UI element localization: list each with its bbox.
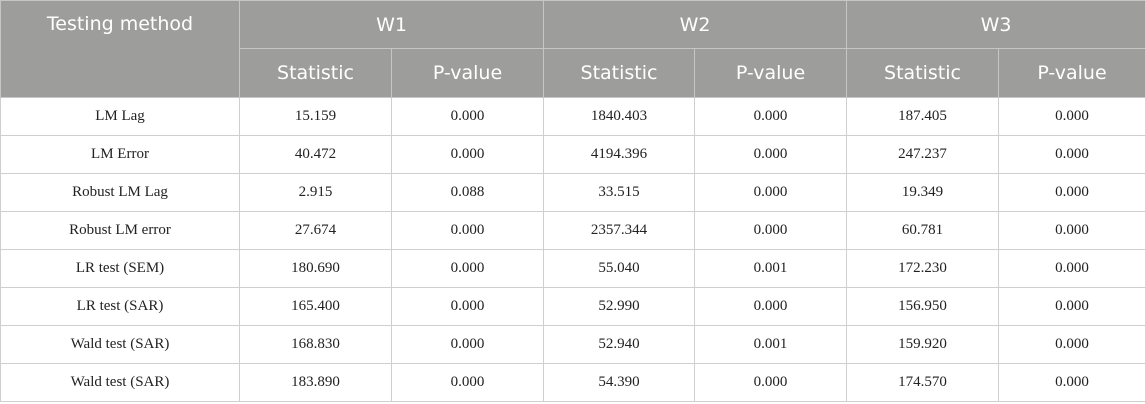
header-p-value: P-value [391, 48, 544, 98]
w1-statistic-cell: 183.890 [239, 363, 392, 402]
table-row: Robust LM Lag 2.915 0.088 33.515 0.000 19.349… [0, 173, 1145, 212]
w1-p-value-cell: 0.000 [391, 287, 544, 326]
w2-statistic-cell: 2357.344 [543, 211, 695, 250]
table-row: LM Error 40.472 0.000 4194.396 0.000 247.237 0… [0, 135, 1145, 174]
header-group-w1: W1 [239, 0, 544, 49]
w3-statistic-cell: 19.349 [846, 173, 999, 212]
w3-statistic-cell: 159.920 [846, 325, 999, 364]
w1-statistic-cell: 2.915 [239, 173, 392, 212]
w3-statistic-cell: 247.237 [846, 135, 999, 174]
w1-statistic-cell: 180.690 [239, 249, 392, 288]
table-row: Wald test (SAR) 168.830 0.000 52.940 0.001 15… [0, 325, 1145, 364]
table-row: Wald test (SAR) 183.890 0.000 54.390 0.000 17… [0, 363, 1145, 402]
w2-statistic-cell: 52.940 [543, 325, 695, 364]
w1-p-value-cell: 0.000 [391, 135, 544, 174]
table-body: LM Lag 15.159 0.000 1840.403 0.000 187.405 0.0… [0, 97, 1145, 402]
w3-p-value-cell: 0.000 [998, 287, 1145, 326]
w2-statistic-cell: 55.040 [543, 249, 695, 288]
w1-p-value-cell: 0.000 [391, 97, 544, 136]
testing-method-cell: LM Lag [0, 97, 240, 136]
w2-statistic-cell: 33.515 [543, 173, 695, 212]
w1-statistic-cell: 15.159 [239, 97, 392, 136]
w1-p-value-cell: 0.000 [391, 211, 544, 250]
header-testing-method: Testing method [0, 0, 240, 98]
table-row: Robust LM error 27.674 0.000 2357.344 0.000 6… [0, 211, 1145, 250]
table-row: LM Lag 15.159 0.000 1840.403 0.000 187.405 0.0… [0, 97, 1145, 136]
header-p-value: P-value [694, 48, 847, 98]
w3-p-value-cell: 0.000 [998, 135, 1145, 174]
header-group-w3: W3 [846, 0, 1145, 49]
header-statistic: Statistic [543, 48, 695, 98]
table-row: LR test (SAR) 165.400 0.000 52.990 0.000 156.… [0, 287, 1145, 326]
testing-method-cell: LM Error [0, 135, 240, 174]
testing-method-cell: Wald test (SAR) [0, 325, 240, 364]
w1-p-value-cell: 0.000 [391, 249, 544, 288]
testing-method-cell: Wald test (SAR) [0, 363, 240, 402]
w1-statistic-cell: 168.830 [239, 325, 392, 364]
w1-p-value-cell: 0.088 [391, 173, 544, 212]
testing-method-cell: Robust LM Lag [0, 173, 240, 212]
w2-statistic-cell: 4194.396 [543, 135, 695, 174]
w1-statistic-cell: 165.400 [239, 287, 392, 326]
w1-statistic-cell: 40.472 [239, 135, 392, 174]
w3-statistic-cell: 174.570 [846, 363, 999, 402]
w2-p-value-cell: 0.001 [694, 325, 847, 364]
header-statistic: Statistic [846, 48, 999, 98]
w3-statistic-cell: 60.781 [846, 211, 999, 250]
w2-statistic-cell: 1840.403 [543, 97, 695, 136]
testing-method-cell: LR test (SEM) [0, 249, 240, 288]
w3-p-value-cell: 0.000 [998, 97, 1145, 136]
testing-method-cell: LR test (SAR) [0, 287, 240, 326]
w3-statistic-cell: 187.405 [846, 97, 999, 136]
header-group-w2: W2 [543, 0, 847, 49]
w2-p-value-cell: 0.000 [694, 97, 847, 136]
table-header: Testing method W1 W2 W3 Statistic P-valu… [0, 0, 1145, 98]
w2-statistic-cell: 54.390 [543, 363, 695, 402]
w1-statistic-cell: 27.674 [239, 211, 392, 250]
header-statistic: Statistic [239, 48, 392, 98]
header-p-value: P-value [998, 48, 1145, 98]
w1-p-value-cell: 0.000 [391, 325, 544, 364]
w2-p-value-cell: 0.001 [694, 249, 847, 288]
w3-p-value-cell: 0.000 [998, 249, 1145, 288]
testing-method-cell: Robust LM error [0, 211, 240, 250]
w2-p-value-cell: 0.000 [694, 287, 847, 326]
w2-p-value-cell: 0.000 [694, 135, 847, 174]
table-row: LR test (SEM) 180.690 0.000 55.040 0.001 172.… [0, 249, 1145, 288]
w3-p-value-cell: 0.000 [998, 211, 1145, 250]
w2-p-value-cell: 0.000 [694, 173, 847, 212]
w3-statistic-cell: 156.950 [846, 287, 999, 326]
w3-p-value-cell: 0.000 [998, 363, 1145, 402]
w1-p-value-cell: 0.000 [391, 363, 544, 402]
w3-p-value-cell: 0.000 [998, 325, 1145, 364]
w3-p-value-cell: 0.000 [998, 173, 1145, 212]
w2-p-value-cell: 0.000 [694, 363, 847, 402]
w3-statistic-cell: 172.230 [846, 249, 999, 288]
w2-p-value-cell: 0.000 [694, 211, 847, 250]
w2-statistic-cell: 52.990 [543, 287, 695, 326]
